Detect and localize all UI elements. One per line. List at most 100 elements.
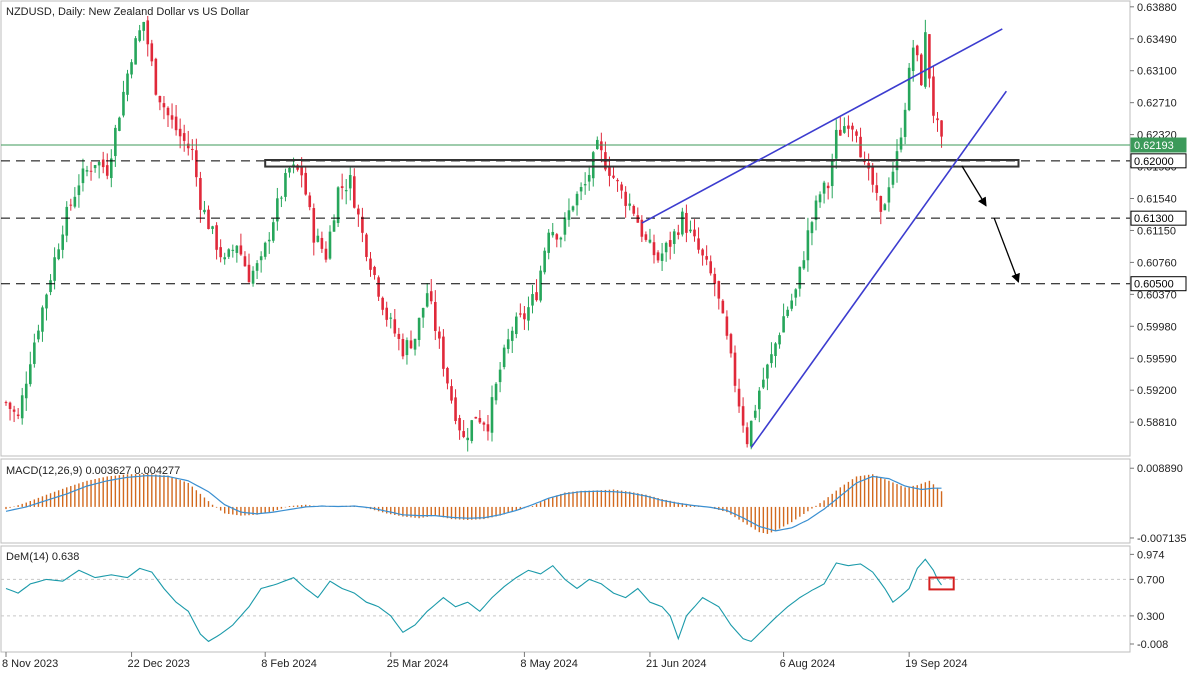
candle-body — [207, 209, 210, 230]
candlesticks — [4, 15, 943, 452]
projection-arrow[interactable] — [961, 165, 987, 207]
projection-arrow[interactable] — [993, 217, 1020, 283]
candle-body — [596, 139, 599, 150]
time-tick-label: 8 Nov 2023 — [2, 658, 58, 670]
candle-body — [741, 406, 745, 426]
candle-body — [753, 410, 757, 418]
candle-body — [899, 137, 903, 150]
candle-body — [154, 58, 158, 95]
candle-body — [810, 222, 814, 234]
candle-body — [12, 409, 16, 412]
candle-body — [830, 161, 834, 187]
dem-tick-label: 0.300 — [1137, 611, 1165, 623]
dem-indicator: 0.974 0.700 0.300 -0.008 — [1, 549, 1168, 651]
time-tick-label: 19 Sep 2024 — [905, 658, 967, 670]
candle-body — [587, 174, 591, 182]
macd-tick-label: -0.007135 — [1137, 533, 1187, 545]
candle-body — [284, 172, 287, 197]
candle-body — [855, 131, 858, 136]
candle-body — [215, 225, 218, 250]
candle-body — [701, 249, 704, 256]
candle-body — [891, 171, 895, 185]
level-tag-box — [1130, 137, 1187, 153]
price-tick-label: 0.61150 — [1137, 225, 1176, 237]
candle-body — [353, 176, 356, 208]
support-zone-rectangle[interactable] — [264, 159, 1020, 168]
candle-body — [478, 418, 482, 423]
dem-tick-label: 0.700 — [1137, 574, 1165, 586]
candle-body — [729, 334, 733, 354]
candle-body — [721, 300, 725, 314]
candle-body — [555, 234, 559, 240]
candle-body — [385, 307, 388, 320]
candle-body — [458, 418, 461, 431]
candle-body — [834, 129, 838, 159]
candle-body — [332, 220, 336, 232]
candle-body — [320, 237, 324, 249]
candle-body — [814, 200, 818, 221]
candle-body — [340, 186, 344, 188]
candle-body — [600, 141, 603, 151]
candle-body — [8, 402, 12, 409]
dem-tick-label: 0.974 — [1137, 549, 1165, 561]
candle-body — [158, 96, 162, 103]
chart-title: NZDUSD, Daily: New Zealand Dollar vs US … — [6, 6, 250, 18]
level-tag-label: 0.61300 — [1134, 213, 1174, 225]
candle-body — [871, 166, 874, 185]
candle-body — [251, 270, 255, 284]
candle-body — [547, 232, 550, 253]
candle-body — [77, 185, 81, 196]
candle-body — [255, 263, 259, 271]
wedge-trendline[interactable] — [641, 28, 1003, 224]
candle-body — [689, 229, 692, 232]
candle-body — [786, 309, 789, 316]
wedge-trendline[interactable] — [750, 90, 1008, 449]
time-tick-label: 8 Feb 2024 — [261, 658, 317, 670]
candle-body — [69, 204, 73, 206]
candle-body — [393, 319, 397, 334]
candle-body — [316, 235, 320, 242]
candle-body — [482, 422, 486, 425]
level-tag-label: 0.62000 — [1134, 156, 1174, 168]
candle-body — [612, 175, 615, 178]
candle-body — [292, 164, 295, 167]
candle-body — [211, 226, 214, 229]
candle-body — [442, 336, 445, 369]
price-tick-label: 0.59590 — [1137, 353, 1177, 365]
drawing-objects[interactable] — [264, 28, 1020, 449]
candle-body — [324, 248, 328, 260]
dem-label: DeM(14) 0.638 — [6, 551, 79, 563]
dem-signal-box[interactable] — [928, 576, 955, 591]
candle-body — [498, 369, 502, 383]
macd-pane-frame — [0, 458, 1131, 544]
candle-body — [397, 333, 401, 339]
candle-body — [551, 231, 555, 236]
candle-body — [280, 197, 283, 199]
candle-body — [636, 215, 640, 223]
candle-body — [543, 250, 546, 273]
dem-line — [5, 558, 942, 643]
level-price-tag: 0.61300 — [1130, 210, 1187, 226]
candle-body — [652, 242, 656, 256]
price-tick-label: 0.60370 — [1137, 289, 1177, 301]
candle-body — [45, 294, 48, 309]
candle-body — [227, 249, 231, 257]
candle-body — [883, 204, 887, 211]
candle-body — [195, 150, 198, 178]
candle-body — [705, 256, 708, 260]
candle-body — [502, 347, 506, 368]
price-tick-label: 0.63100 — [1137, 66, 1177, 78]
candle-body — [405, 340, 409, 356]
candle-body — [681, 211, 684, 235]
candle-body — [429, 291, 433, 302]
candle-body — [640, 219, 644, 237]
candle-body — [344, 190, 348, 192]
level-tag-label: 0.62193 — [1134, 140, 1174, 152]
horizontal-levels[interactable]: 0.62193 0.62000 0.61300 0.60500 — [1, 137, 1187, 292]
candle-body — [620, 184, 623, 191]
candle-body — [37, 330, 40, 340]
candle-body — [778, 335, 781, 345]
candle-body — [616, 179, 619, 182]
candle-body — [903, 109, 907, 137]
